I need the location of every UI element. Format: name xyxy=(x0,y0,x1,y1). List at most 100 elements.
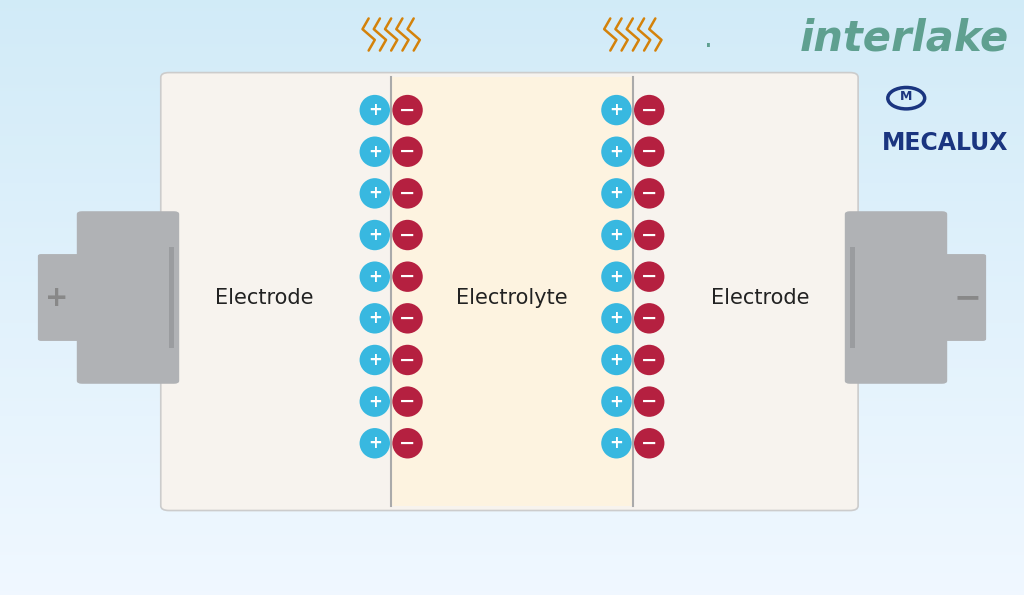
Text: +: + xyxy=(368,434,382,452)
Point xyxy=(367,272,383,281)
Bar xyxy=(0,152,1024,155)
Point xyxy=(608,439,625,448)
Text: −: − xyxy=(641,226,657,245)
Bar xyxy=(0,125,1024,128)
Bar xyxy=(0,116,1024,119)
Bar xyxy=(0,140,1024,143)
Bar xyxy=(0,357,1024,360)
Bar xyxy=(0,170,1024,173)
Bar xyxy=(0,491,1024,494)
FancyBboxPatch shape xyxy=(77,211,179,384)
Bar xyxy=(0,589,1024,592)
Text: +: + xyxy=(609,143,624,161)
Bar xyxy=(0,149,1024,152)
Bar xyxy=(0,378,1024,381)
Text: +: + xyxy=(368,351,382,369)
Bar xyxy=(0,452,1024,455)
Bar xyxy=(0,568,1024,571)
Bar xyxy=(0,232,1024,235)
Bar xyxy=(0,265,1024,268)
Bar xyxy=(0,229,1024,232)
Point xyxy=(399,439,416,448)
Bar xyxy=(0,375,1024,378)
Point xyxy=(399,397,416,406)
Point xyxy=(608,105,625,115)
Bar xyxy=(0,515,1024,518)
Bar xyxy=(0,303,1024,306)
Text: MECALUX: MECALUX xyxy=(882,131,1009,155)
Bar xyxy=(0,324,1024,327)
Point xyxy=(399,147,416,156)
Bar xyxy=(0,199,1024,202)
Point xyxy=(641,439,657,448)
Bar xyxy=(0,351,1024,354)
Bar xyxy=(0,6,1024,9)
Text: Electrolyte: Electrolyte xyxy=(456,287,568,308)
Bar xyxy=(0,425,1024,428)
Text: +: + xyxy=(609,434,624,452)
Bar xyxy=(0,3,1024,6)
Point xyxy=(367,439,383,448)
Bar xyxy=(0,393,1024,396)
Bar xyxy=(0,431,1024,434)
Bar xyxy=(0,521,1024,524)
Bar xyxy=(0,399,1024,402)
Bar xyxy=(0,253,1024,256)
Bar xyxy=(0,440,1024,443)
Bar xyxy=(0,214,1024,217)
Bar xyxy=(0,15,1024,18)
Bar xyxy=(0,390,1024,393)
Bar xyxy=(0,60,1024,62)
Bar xyxy=(0,143,1024,146)
Bar xyxy=(0,77,1024,80)
Text: −: − xyxy=(641,267,657,286)
Text: −: − xyxy=(399,142,416,161)
Bar xyxy=(0,57,1024,60)
Text: −: − xyxy=(641,142,657,161)
FancyBboxPatch shape xyxy=(929,254,986,341)
Bar xyxy=(0,128,1024,131)
Bar xyxy=(0,113,1024,116)
Text: +: + xyxy=(609,309,624,327)
Bar xyxy=(0,476,1024,479)
Point xyxy=(399,272,416,281)
Bar xyxy=(0,544,1024,547)
Bar xyxy=(0,155,1024,158)
Bar xyxy=(0,530,1024,533)
Bar xyxy=(0,381,1024,384)
Bar xyxy=(0,467,1024,470)
Bar xyxy=(0,289,1024,292)
Point xyxy=(399,355,416,365)
Bar xyxy=(0,333,1024,336)
Bar xyxy=(0,473,1024,476)
Bar xyxy=(0,509,1024,512)
Point xyxy=(399,105,416,115)
Bar xyxy=(0,262,1024,265)
Point xyxy=(367,105,383,115)
Bar xyxy=(0,167,1024,170)
Bar xyxy=(0,271,1024,274)
Bar xyxy=(0,384,1024,387)
Bar xyxy=(0,193,1024,196)
Bar xyxy=(0,0,1024,3)
Bar xyxy=(0,500,1024,503)
Bar xyxy=(0,268,1024,271)
Bar xyxy=(0,416,1024,419)
Bar xyxy=(0,437,1024,440)
Bar xyxy=(0,538,1024,541)
Bar xyxy=(0,178,1024,181)
Bar xyxy=(0,164,1024,167)
Bar xyxy=(0,220,1024,223)
Bar xyxy=(0,89,1024,92)
Bar xyxy=(0,211,1024,214)
FancyBboxPatch shape xyxy=(845,211,947,384)
Text: Electrode: Electrode xyxy=(711,287,809,308)
Bar xyxy=(0,488,1024,491)
Bar xyxy=(0,18,1024,21)
Bar xyxy=(0,83,1024,86)
Text: +: + xyxy=(609,226,624,244)
Bar xyxy=(0,223,1024,226)
Bar xyxy=(0,449,1024,452)
Bar xyxy=(0,298,1024,300)
Bar xyxy=(0,419,1024,422)
